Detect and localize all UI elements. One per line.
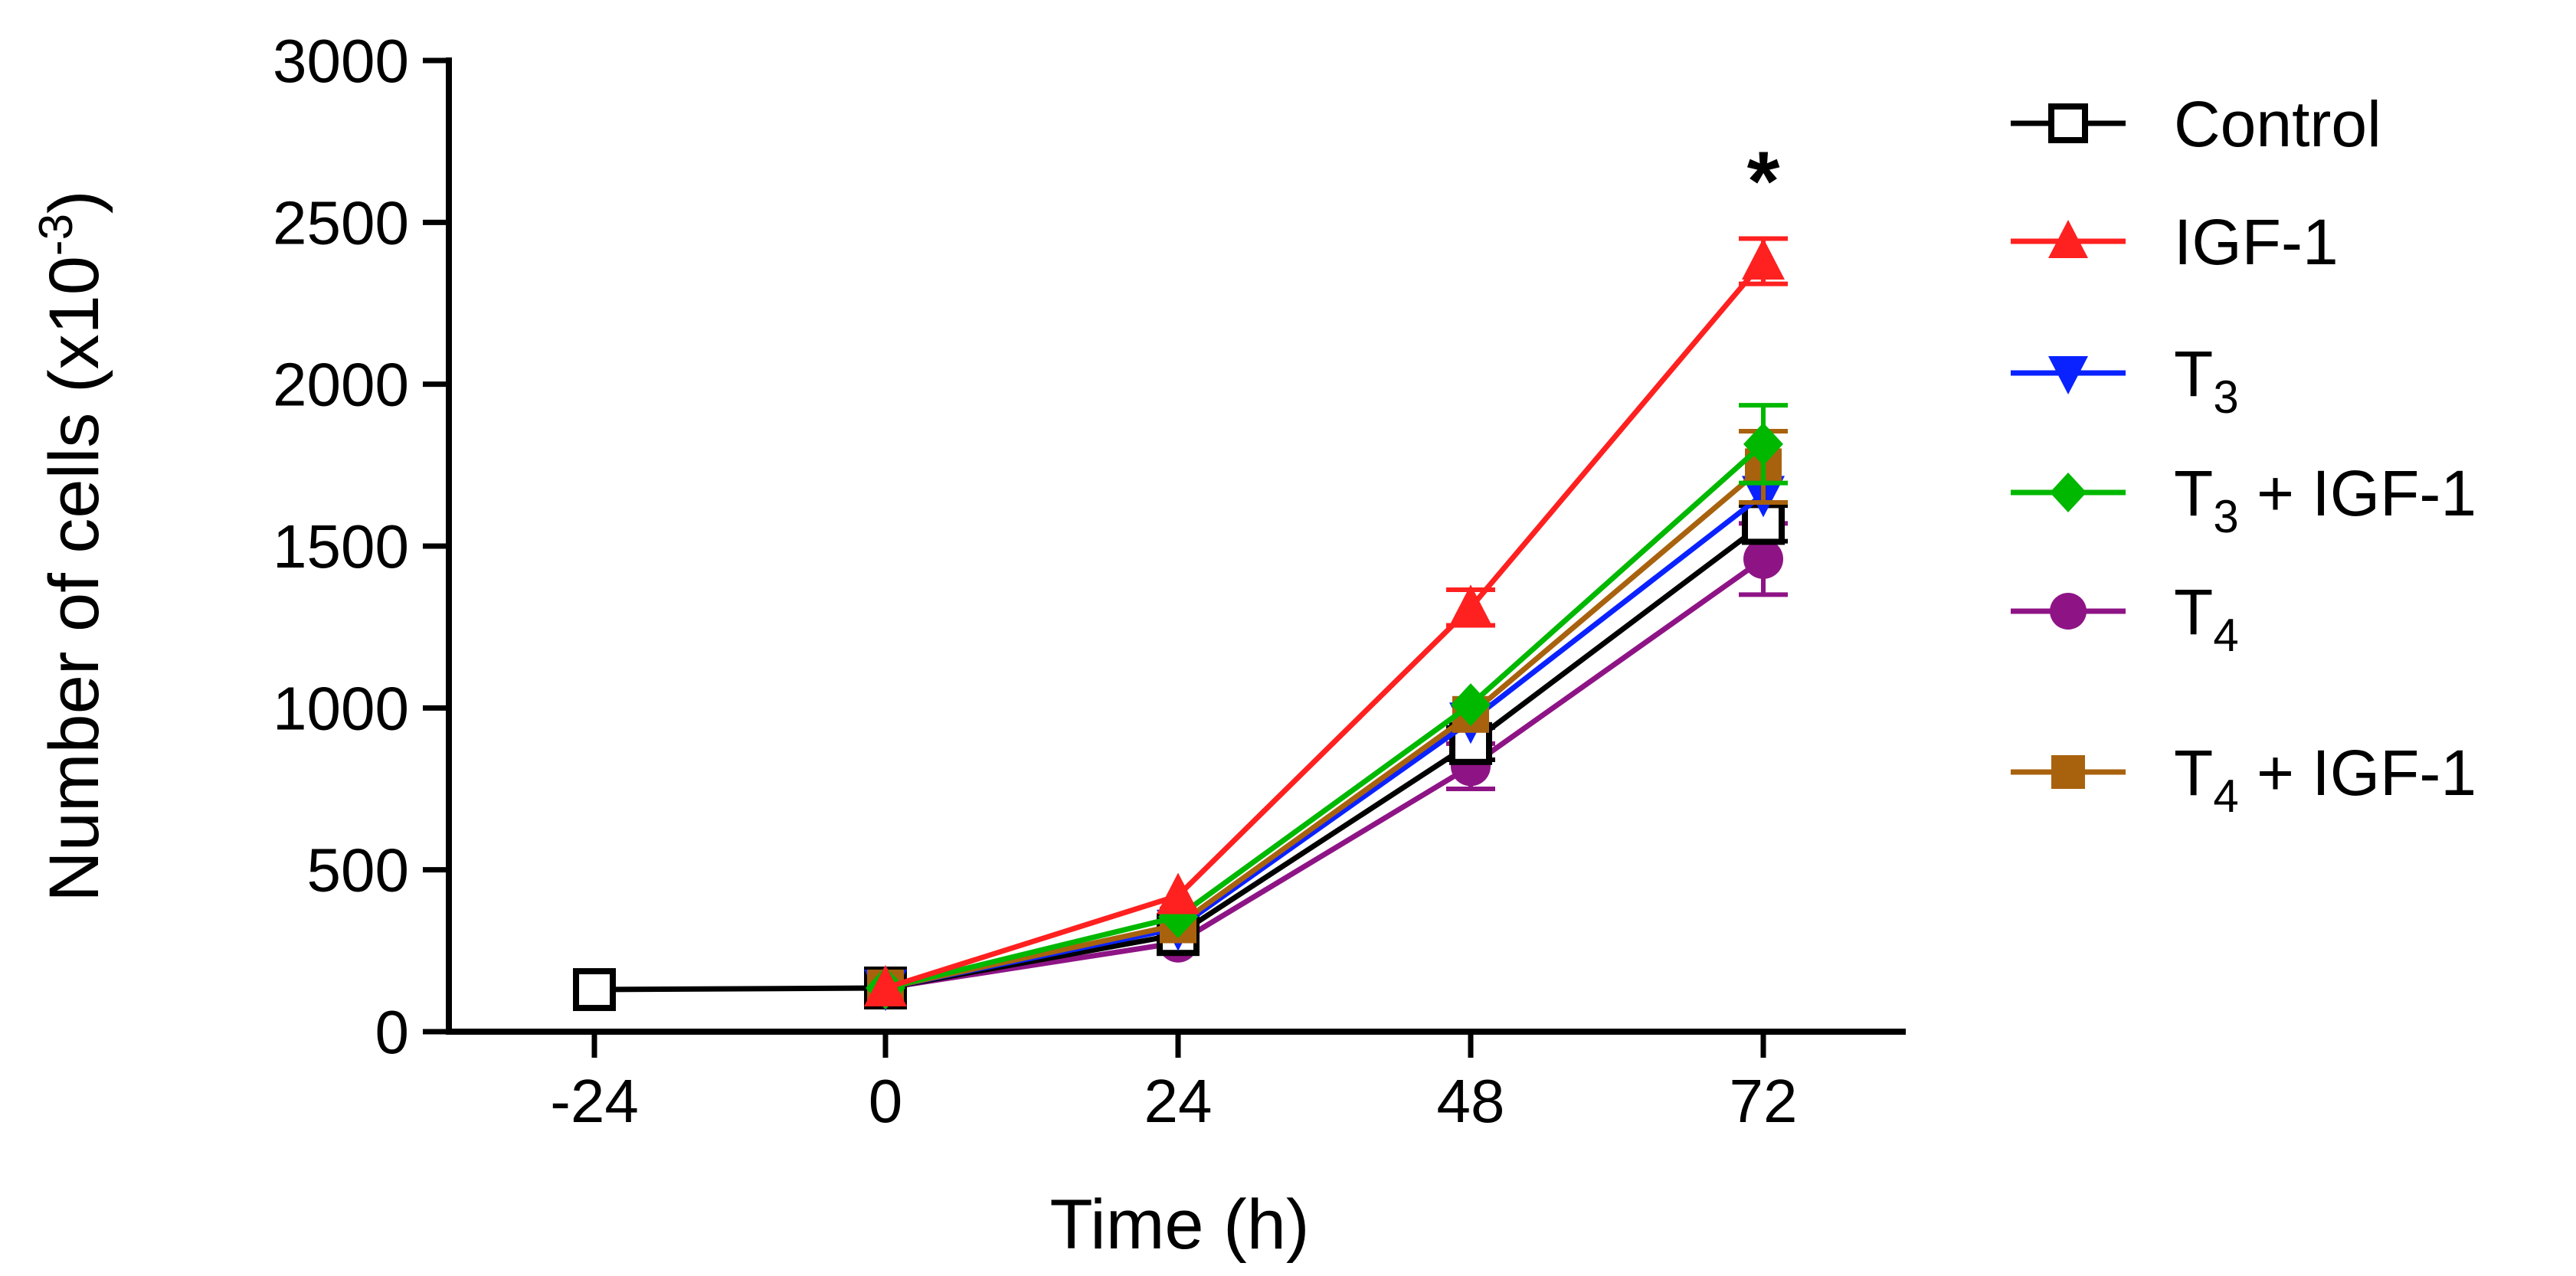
- series-3: [866, 403, 1788, 1009]
- x-tick-label: 24: [1144, 1067, 1213, 1135]
- legend-item: IGF-1: [2011, 206, 2339, 278]
- legend-label: T3 + IGF-1: [2174, 457, 2476, 542]
- marker-triangle-up: [1742, 238, 1785, 280]
- y-tick-label: 1000: [273, 674, 409, 742]
- marker-square: [2051, 755, 2085, 789]
- marker-triangle-down: [2048, 356, 2088, 394]
- legend-item: T3 + IGF-1: [2011, 457, 2476, 542]
- legend-label: T3: [2174, 338, 2239, 423]
- marker-diamond: [1451, 683, 1491, 727]
- series-line: [884, 259, 1766, 991]
- x-tick-label: 48: [1437, 1067, 1505, 1135]
- legend: Control IGF-1 T3 T3 + IGF-1 T4 T4 + IGF-1: [2011, 88, 2476, 822]
- marker-diamond: [1743, 422, 1783, 466]
- marker-triangle-up: [2048, 220, 2088, 258]
- marker-triangle-up: [1449, 584, 1492, 627]
- legend-item: T3: [2011, 338, 2239, 423]
- series-line: [885, 492, 1766, 991]
- x-tick-label: -24: [550, 1067, 639, 1135]
- y-axis-label: Number of cells (x10-3): [30, 190, 113, 901]
- series-4: [866, 521, 1788, 1008]
- legend-label: Control: [2174, 88, 2381, 160]
- marker-circle: [2050, 593, 2087, 630]
- y-tick-label: 0: [375, 998, 410, 1066]
- y-tick-label: 2500: [273, 188, 409, 257]
- marker-diamond: [2050, 473, 2087, 512]
- significance-annotation: *: [1747, 134, 1780, 228]
- legend-label: T4: [2174, 576, 2239, 661]
- y-tick-label: 2000: [273, 351, 409, 419]
- axes: 0 500 1000 1500 2000 2500 3000 -24 0 24 48 72 *: [273, 27, 1906, 1135]
- x-axis-label: Time (h): [1049, 1186, 1309, 1264]
- legend-item: T4: [2011, 576, 2239, 661]
- legend-label: IGF-1: [2174, 206, 2339, 278]
- y-tick-label: 500: [307, 836, 409, 905]
- y-tick-label: 3000: [273, 27, 409, 95]
- series-line: [885, 557, 1766, 991]
- marker-triangle-up: [864, 964, 907, 1006]
- marker-triangle-up: [1157, 872, 1200, 914]
- legend-item: Control: [2011, 88, 2381, 160]
- x-tick-label: 72: [1730, 1067, 1798, 1135]
- series-2: [864, 476, 1785, 1011]
- marker-square-open: [2048, 103, 2088, 143]
- series-line: [885, 464, 1766, 991]
- legend-item: T4 + IGF-1: [2011, 737, 2476, 822]
- y-tick-label: 1500: [273, 512, 409, 581]
- marker-square-open: [573, 968, 616, 1012]
- series-line: [885, 442, 1766, 991]
- marker-circle: [1743, 538, 1783, 579]
- x-tick-label: 0: [869, 1067, 903, 1135]
- series-1: [864, 236, 1788, 1006]
- series-group: [573, 236, 1788, 1012]
- legend-label: T4 + IGF-1: [2174, 737, 2476, 822]
- series-5: [867, 428, 1788, 1006]
